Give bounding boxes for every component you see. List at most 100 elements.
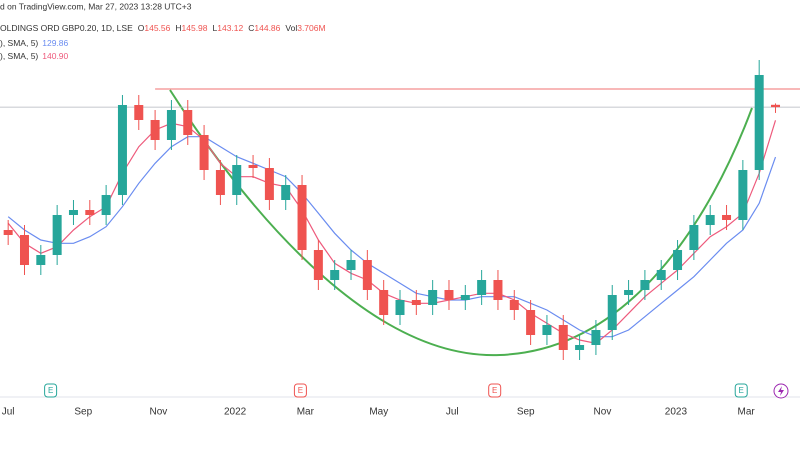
ohlc-value: 145.98 <box>182 23 208 33</box>
legend-entry: ), SMA, 5) 140.90 <box>0 51 69 61</box>
dividend-icon-bolt <box>778 386 784 396</box>
event-label: E <box>492 386 497 395</box>
x-tick-label: 2023 <box>665 407 688 418</box>
event-marker <box>293 383 307 398</box>
candle-body <box>689 225 699 250</box>
candle <box>19 225 29 275</box>
x-tick-label: Sep <box>517 407 535 418</box>
candle-body <box>52 215 62 255</box>
symbol-line: OLDINGS ORD GBP0.20, 1D, LSE O145.56 H145.… <box>0 23 326 33</box>
ohlc-letter: L <box>213 23 218 33</box>
candle <box>166 100 176 150</box>
candle <box>575 335 585 360</box>
candle-body <box>101 195 111 215</box>
ohlc-letter: C <box>248 23 254 33</box>
legend-value: 140.90 <box>42 51 68 61</box>
candle <box>722 205 732 230</box>
candle-body <box>134 105 144 120</box>
ohlc-letter: O <box>138 23 145 33</box>
legend-name: ), SMA, 5) <box>0 38 38 48</box>
x-tick-label: Nov <box>594 407 612 418</box>
volume-letter: Vol <box>285 23 297 33</box>
cup-curve <box>169 89 753 357</box>
x-tick-label: Jul <box>2 407 15 418</box>
candle-body <box>36 255 46 265</box>
candle <box>411 290 421 315</box>
candle-body <box>3 230 13 235</box>
candle <box>640 270 650 300</box>
candle <box>738 160 748 230</box>
x-tick-label: Nov <box>149 407 167 418</box>
candle-body <box>85 210 95 215</box>
candle <box>232 155 242 205</box>
candle <box>330 260 340 290</box>
ohlc-value: 145.56 <box>144 23 170 33</box>
candle-body <box>558 325 568 350</box>
candle <box>150 110 160 150</box>
candle <box>395 290 405 325</box>
candle-body <box>117 105 127 195</box>
candle <box>134 95 144 130</box>
candle <box>101 185 111 225</box>
legend-value: 129.86 <box>42 38 68 48</box>
candle <box>215 160 225 205</box>
candle-body <box>379 290 389 315</box>
x-tick-label: 2022 <box>224 407 247 418</box>
candle <box>656 260 666 290</box>
candle-body <box>591 330 601 345</box>
candle-body <box>362 260 372 290</box>
candle <box>183 100 193 145</box>
candle-body <box>281 185 291 200</box>
candle <box>199 125 209 180</box>
candle-body <box>330 270 340 280</box>
candle <box>362 250 372 300</box>
candle-body <box>68 210 78 215</box>
candle <box>624 280 634 305</box>
candle <box>754 60 764 180</box>
candle <box>52 205 62 265</box>
candle <box>248 155 258 178</box>
candle-body <box>542 325 552 335</box>
candle-body <box>264 168 274 200</box>
ohlc-value: 143.12 <box>217 23 243 33</box>
candle-body <box>150 120 160 140</box>
candle-body <box>624 290 634 295</box>
sma-line <box>7 136 777 338</box>
candle <box>264 158 274 210</box>
event-marker <box>488 383 502 398</box>
ohlc-value: 144.86 <box>254 23 280 33</box>
candle <box>493 270 503 310</box>
sma-line <box>7 120 777 344</box>
candle <box>558 315 568 360</box>
event-marker <box>44 383 58 398</box>
source-text: d on TradingView.com, Mar 27, 2023 13:28… <box>0 1 192 11</box>
candle <box>428 280 438 315</box>
candle-body <box>509 300 519 310</box>
candle-body <box>183 110 193 135</box>
candle <box>689 215 699 260</box>
plot <box>0 60 800 360</box>
ohlc-letter: H <box>175 23 181 33</box>
candle <box>117 95 127 205</box>
x-tick-label: Mar <box>738 407 756 418</box>
candle-body <box>428 290 438 305</box>
candle <box>771 103 781 113</box>
candle <box>379 280 389 325</box>
candle <box>444 280 454 310</box>
candle-body <box>248 165 258 168</box>
event-label: E <box>48 386 53 395</box>
candle <box>346 250 356 280</box>
candle <box>36 245 46 275</box>
event-label: E <box>739 386 744 395</box>
candle-body <box>19 235 29 265</box>
candle <box>297 175 307 260</box>
candle-body <box>166 110 176 140</box>
candle <box>542 315 552 345</box>
candle <box>673 240 683 280</box>
x-tick-label: Mar <box>297 407 315 418</box>
x-tick-label: May <box>369 407 388 418</box>
candle <box>85 200 95 225</box>
event-label: E <box>298 386 303 395</box>
